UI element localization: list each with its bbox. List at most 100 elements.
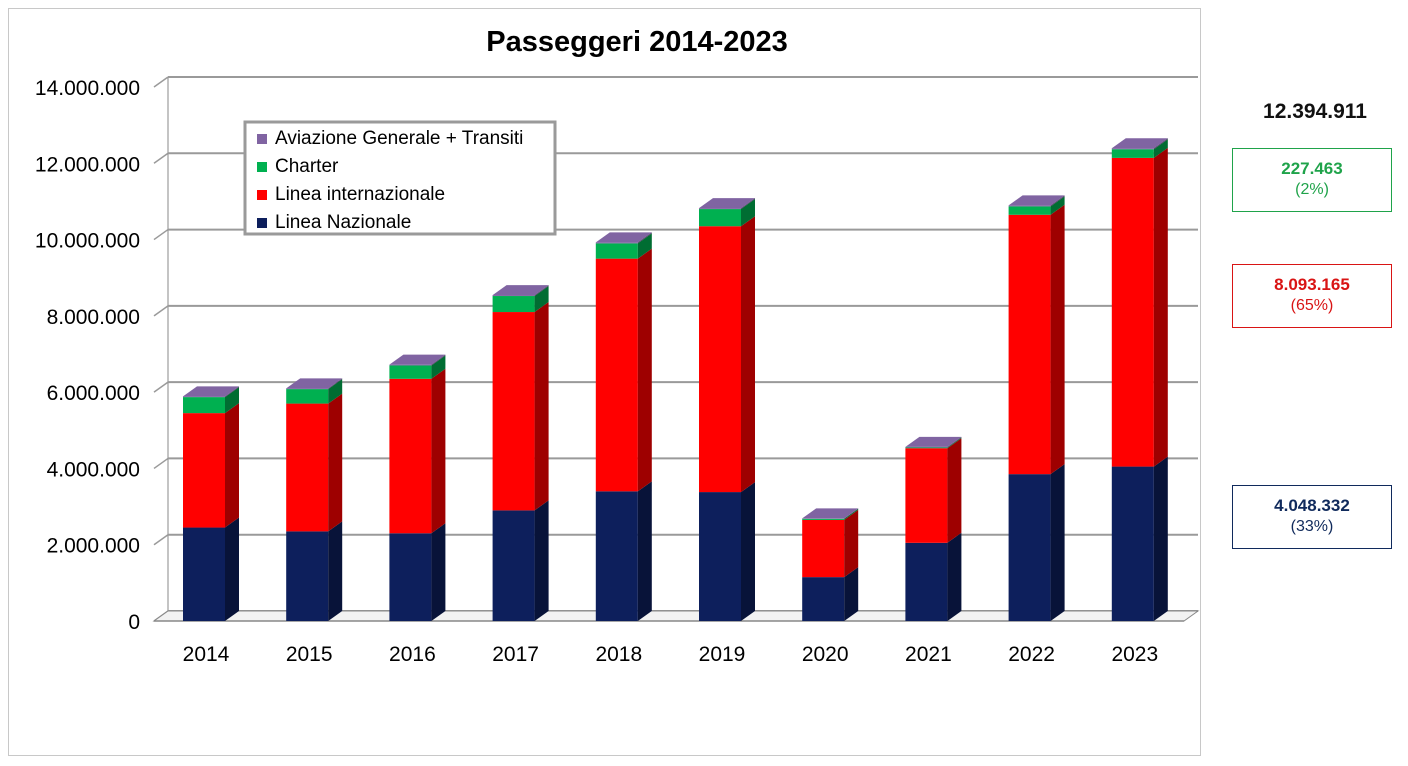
- bar-segment-side: [844, 508, 859, 519]
- bar-segment: [595, 258, 638, 492]
- bar-segment: [286, 403, 329, 532]
- bar-segment-side: [328, 521, 343, 621]
- bar-segment-side: [328, 393, 343, 532]
- bar-segment-side: [1153, 147, 1168, 467]
- bar-segment-side: [947, 436, 962, 448]
- bar-segment: [595, 243, 638, 259]
- y-tick-label: 10.000.000: [35, 230, 140, 253]
- bar-segment: [492, 510, 535, 621]
- bar-segment-side: [947, 437, 962, 449]
- legend-label: Linea internazionale: [275, 184, 445, 205]
- bar-segment-side: [328, 378, 343, 390]
- bar-segment-side: [1153, 138, 1168, 150]
- charter-summary-percent: (2%): [1295, 181, 1329, 198]
- legend-swatch: [257, 218, 267, 228]
- gridline-depth: [153, 228, 169, 241]
- international-summary-percent: (65%): [1290, 297, 1334, 314]
- bar-segment: [1111, 157, 1154, 467]
- bar-segment-side: [431, 354, 446, 366]
- bar-segment: [286, 388, 329, 390]
- bar-top-face: [183, 386, 239, 397]
- bar-segment: [286, 389, 329, 404]
- bar-segment: [492, 296, 535, 313]
- x-tick-label: 2015: [286, 643, 333, 666]
- gridline-depth: [153, 381, 169, 393]
- bar-segment-side: [328, 379, 343, 404]
- bar-segment-side: [741, 199, 755, 227]
- bar-segment: [1111, 466, 1154, 621]
- x-tick-label: 2016: [389, 643, 436, 666]
- bar-segment-side: [1050, 464, 1065, 621]
- bar-segment: [1111, 148, 1154, 150]
- y-tick-label: 2.000.000: [47, 535, 140, 558]
- legend-label: Linea Nazionale: [275, 212, 411, 233]
- bar-segment: [492, 295, 535, 297]
- bar-top-face: [286, 378, 343, 389]
- gridline-depth: [153, 305, 169, 317]
- y-tick-label: 12.000.000: [35, 153, 140, 176]
- bar-segment: [183, 413, 225, 528]
- x-tick-label: 2022: [1008, 643, 1055, 666]
- bar-segment: [802, 518, 845, 520]
- chart-frame: Passeggeri 2014-2023 0 2.000.000 4.000.000…: [8, 8, 1201, 756]
- legend-swatch: [257, 134, 267, 144]
- bar-segment-side: [225, 386, 239, 398]
- y-tick-label: 8.000.000: [47, 306, 140, 329]
- bar-segment-side: [637, 233, 652, 259]
- x-tick-label: 2018: [595, 643, 642, 666]
- legend-label: Charter: [275, 156, 339, 177]
- bar-top-face: [802, 508, 859, 519]
- gridline-depth: [153, 534, 169, 546]
- total-passengers-value: 12.394.911: [1263, 100, 1367, 123]
- bar-top-face: [1111, 138, 1168, 149]
- bar-segment-side: [431, 523, 446, 621]
- bar-top-face: [905, 436, 962, 447]
- chart-title: Passeggeri 2014-2023: [486, 26, 788, 58]
- bar-segment: [1008, 205, 1051, 207]
- bar-segment-side: [534, 302, 549, 511]
- legend-label: Aviazione Generale + Transiti: [275, 128, 523, 149]
- gridline-depth: [153, 457, 169, 470]
- national-summary-percent: (33%): [1290, 518, 1334, 535]
- national-summary-value: 4.048.332: [1274, 496, 1350, 515]
- charter-summary-value: 227.463: [1281, 159, 1343, 178]
- bar-segment-side: [1050, 195, 1065, 207]
- bar-segment-side: [534, 285, 549, 297]
- bar-segment-side: [947, 438, 962, 543]
- bar-segment-side: [637, 232, 652, 244]
- bar-segment: [595, 491, 638, 621]
- international-summary-box: 8.093.165 (65%): [1232, 264, 1392, 328]
- bar-segment: [1008, 474, 1051, 621]
- y-tick-label: 14.000.000: [35, 77, 140, 100]
- bar-segment: [183, 527, 225, 621]
- bar-top-face: [389, 354, 446, 365]
- bar-segment: [183, 396, 225, 398]
- bar-segment-side: [225, 517, 239, 621]
- bar-segment: [389, 364, 432, 366]
- bar-segment: [699, 226, 741, 493]
- x-tick-label: 2017: [492, 643, 539, 666]
- bar-segment: [389, 365, 432, 379]
- bar-segment: [286, 531, 329, 621]
- bar-segment-side: [741, 198, 755, 210]
- bar-segment: [699, 208, 741, 210]
- bar-segment-side: [225, 387, 239, 414]
- x-tick-label: 2019: [699, 643, 746, 666]
- bar-segment: [389, 533, 432, 621]
- bar-segment: [905, 448, 948, 543]
- bar-segment-side: [741, 216, 755, 493]
- legend-box: [243, 120, 557, 236]
- bar-segment-side: [741, 482, 755, 621]
- bar-segment-side: [534, 286, 549, 313]
- bar-segment: [595, 242, 638, 244]
- bar-segment-side: [431, 368, 446, 534]
- bar-segment: [905, 446, 948, 448]
- bar-segment: [389, 378, 432, 534]
- bar-segment: [802, 577, 845, 621]
- bar-top-face: [699, 198, 755, 209]
- bar-segment-side: [637, 481, 652, 621]
- bar-segment: [492, 312, 535, 511]
- legend-swatch: [257, 190, 267, 200]
- y-tick-label: 6.000.000: [47, 382, 140, 405]
- bar-top-face: [1008, 195, 1065, 206]
